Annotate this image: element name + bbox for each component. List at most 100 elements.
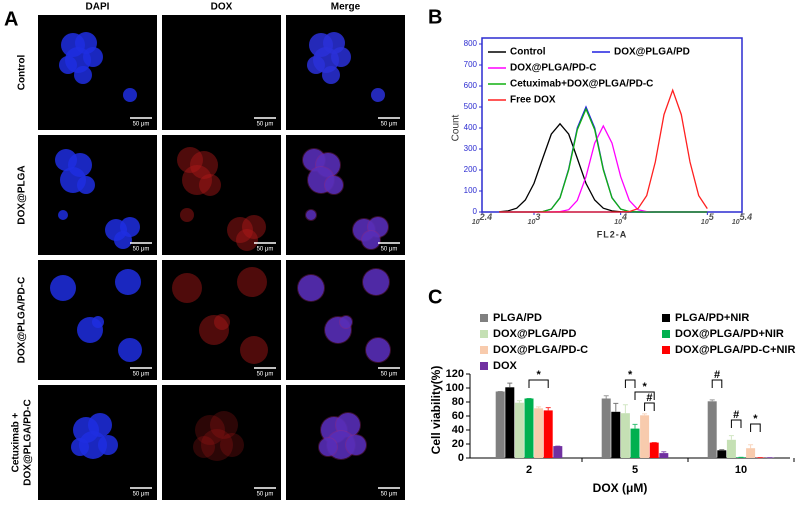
legend-swatch xyxy=(662,314,670,322)
micrograph xyxy=(286,135,405,255)
dox-signal xyxy=(172,273,202,303)
dox-signal xyxy=(201,429,233,461)
scale-bar-label: 50 μm xyxy=(257,122,274,128)
significance-mark: # xyxy=(733,409,739,421)
scale-bar-label: 50 μm xyxy=(133,247,150,253)
dox-signal xyxy=(180,208,194,222)
y-tick-label: 80 xyxy=(452,396,464,408)
panel-label: A xyxy=(4,8,18,30)
error-bar xyxy=(642,413,648,416)
dox-signal xyxy=(193,436,215,458)
micrograph xyxy=(286,15,405,130)
scale-bar-label: 50 μm xyxy=(257,247,274,253)
significance-mark: # xyxy=(714,369,720,381)
scale-bar-label: 50 μm xyxy=(133,122,150,128)
error-bar xyxy=(748,444,754,449)
y-tick-label: 200 xyxy=(464,165,478,174)
significance-mark: * xyxy=(628,369,633,381)
error-bar xyxy=(516,400,522,403)
y-tick-label: 500 xyxy=(464,102,478,111)
y-tick-label: 0 xyxy=(458,452,464,464)
legend-label: PLGA/PD+NIR xyxy=(675,312,749,324)
dox-signal xyxy=(361,230,381,250)
legend-label: PLGA/PD xyxy=(493,312,542,324)
legend-label: DOX@PLGA/PD-C xyxy=(493,344,588,356)
nucleus xyxy=(88,413,112,437)
legend-swatch xyxy=(480,346,488,354)
y-tick-label: 800 xyxy=(464,39,478,48)
panel-label: C xyxy=(428,286,442,308)
y-tick-label: 0 xyxy=(473,207,478,216)
scale-bar-label: 50 μm xyxy=(133,492,150,498)
micrograph xyxy=(162,260,281,380)
scale-bar-label: 50 μm xyxy=(133,372,150,378)
nucleus xyxy=(371,88,385,102)
scale-bar-label: 50 μm xyxy=(257,372,274,378)
nucleus xyxy=(298,275,324,301)
legend-label: Free DOX xyxy=(510,95,556,106)
dox-signal xyxy=(242,215,266,239)
nucleus xyxy=(92,316,104,328)
bar xyxy=(524,398,534,458)
legend-swatch xyxy=(480,362,488,370)
dox-signal xyxy=(345,434,367,456)
error-bar xyxy=(613,402,619,412)
bar xyxy=(649,442,659,458)
nucleus xyxy=(325,176,343,194)
x-tick-label: 2 xyxy=(526,464,532,476)
nucleus xyxy=(74,66,92,84)
legend-label: DOX xyxy=(493,360,518,372)
nucleus xyxy=(331,47,351,67)
legend-swatch xyxy=(480,314,488,322)
significance-bracket xyxy=(634,391,655,400)
error-bar xyxy=(622,404,628,414)
dox-signal xyxy=(182,165,212,195)
scale-bar-label: 50 μm xyxy=(381,122,398,128)
dox-signal xyxy=(318,437,338,457)
bar xyxy=(659,453,669,458)
nucleus xyxy=(83,47,103,67)
scale-bar-label: 50 μm xyxy=(381,372,398,378)
error-bar xyxy=(709,399,715,402)
dox-signal xyxy=(177,147,203,173)
nucleus xyxy=(307,56,325,74)
nucleus xyxy=(77,176,95,194)
dox-signal xyxy=(220,433,244,457)
legend-swatch xyxy=(480,330,488,338)
scale-bar-label: 50 μm xyxy=(381,492,398,498)
x-tick-label: 104 xyxy=(614,212,627,225)
nucleus xyxy=(346,435,366,455)
nucleus xyxy=(118,338,142,362)
micrograph xyxy=(38,135,157,255)
nucleus xyxy=(363,269,389,295)
dox-signal xyxy=(227,217,253,243)
significance-bracket xyxy=(730,419,742,428)
bar xyxy=(495,391,505,458)
nucleus xyxy=(71,438,89,456)
dox-signal xyxy=(237,267,267,297)
bar xyxy=(707,401,717,458)
nucleus xyxy=(366,338,390,362)
row-label: Control xyxy=(17,55,28,91)
dox-signal xyxy=(362,268,390,296)
nucleus xyxy=(322,66,340,84)
significance-bracket xyxy=(624,379,636,388)
scale-bar-label: 50 μm xyxy=(257,492,274,498)
nucleus xyxy=(362,231,380,249)
micrograph xyxy=(38,15,157,130)
bar xyxy=(601,398,611,458)
dox-signal xyxy=(339,315,353,329)
significance-bracket xyxy=(750,423,761,432)
y-tick-label: 60 xyxy=(452,410,464,422)
legend-label: DOX@PLGA/PD-C xyxy=(510,63,596,74)
dox-signal xyxy=(240,336,268,364)
error-bar xyxy=(536,406,542,409)
bar xyxy=(746,448,756,458)
bar xyxy=(630,428,640,458)
dox-signal xyxy=(365,337,391,363)
legend-label: DOX@PLGA/PD+NIR xyxy=(675,328,784,340)
bar xyxy=(534,408,544,458)
column-label: DAPI xyxy=(86,2,110,13)
nucleus xyxy=(98,435,118,455)
